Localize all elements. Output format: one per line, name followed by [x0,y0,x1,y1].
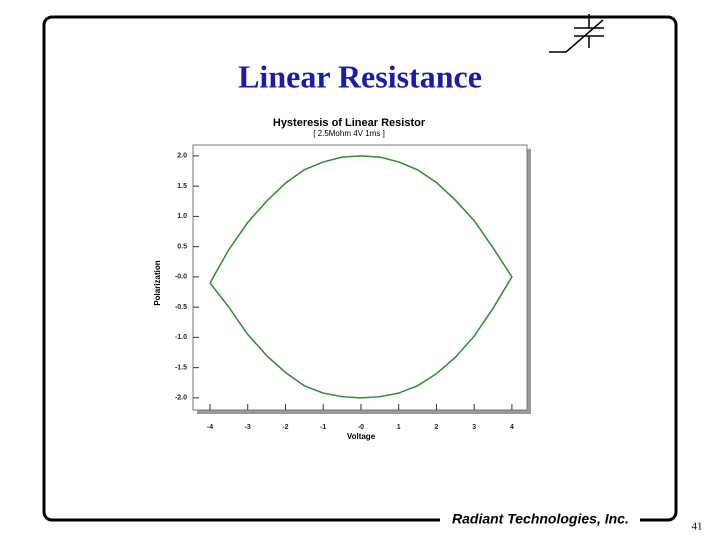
x-tick-label: 1 [397,424,401,431]
x-tick-label: -3 [245,424,251,431]
x-tick-label: 3 [472,424,476,431]
company: Radiant Technologies, Inc. [452,511,629,527]
y-tick-label: -0.5 [175,304,187,311]
capacitor-icon [549,14,604,53]
y-tick-label: 1.0 [177,213,187,220]
y-tick-label: -1.5 [175,364,187,371]
x-tick-label: 2 [434,424,438,431]
x-tick-label: -1 [320,424,326,431]
page-number: 41 [692,521,703,533]
x-tick-label: 4 [510,424,514,431]
slide-title: Linear Resistance [238,58,482,94]
footer-gap [440,512,640,528]
y-tick-label: 1.5 [177,183,187,190]
x-axis-label: Voltage [347,432,376,441]
slide-border [42,15,678,522]
y-tick-label: 0.5 [177,243,187,250]
y-tick-label: 2.0 [177,153,187,160]
x-tick-label: -4 [207,424,213,431]
y-tick-label: -1.0 [175,334,187,341]
x-tick-label: -0 [358,424,364,431]
chart-subtitle: [ 2.5Mohm 4V 1ms ] [313,129,385,138]
y-tick-label: -0.0 [175,274,187,281]
chart-title: Hysteresis of Linear Resistor [273,117,426,129]
y-axis-label: Polarization [153,260,162,305]
data-line [209,155,513,399]
x-tick-label: -2 [282,424,288,431]
plot-area [192,144,528,411]
y-tick-label: -2.0 [175,395,187,402]
